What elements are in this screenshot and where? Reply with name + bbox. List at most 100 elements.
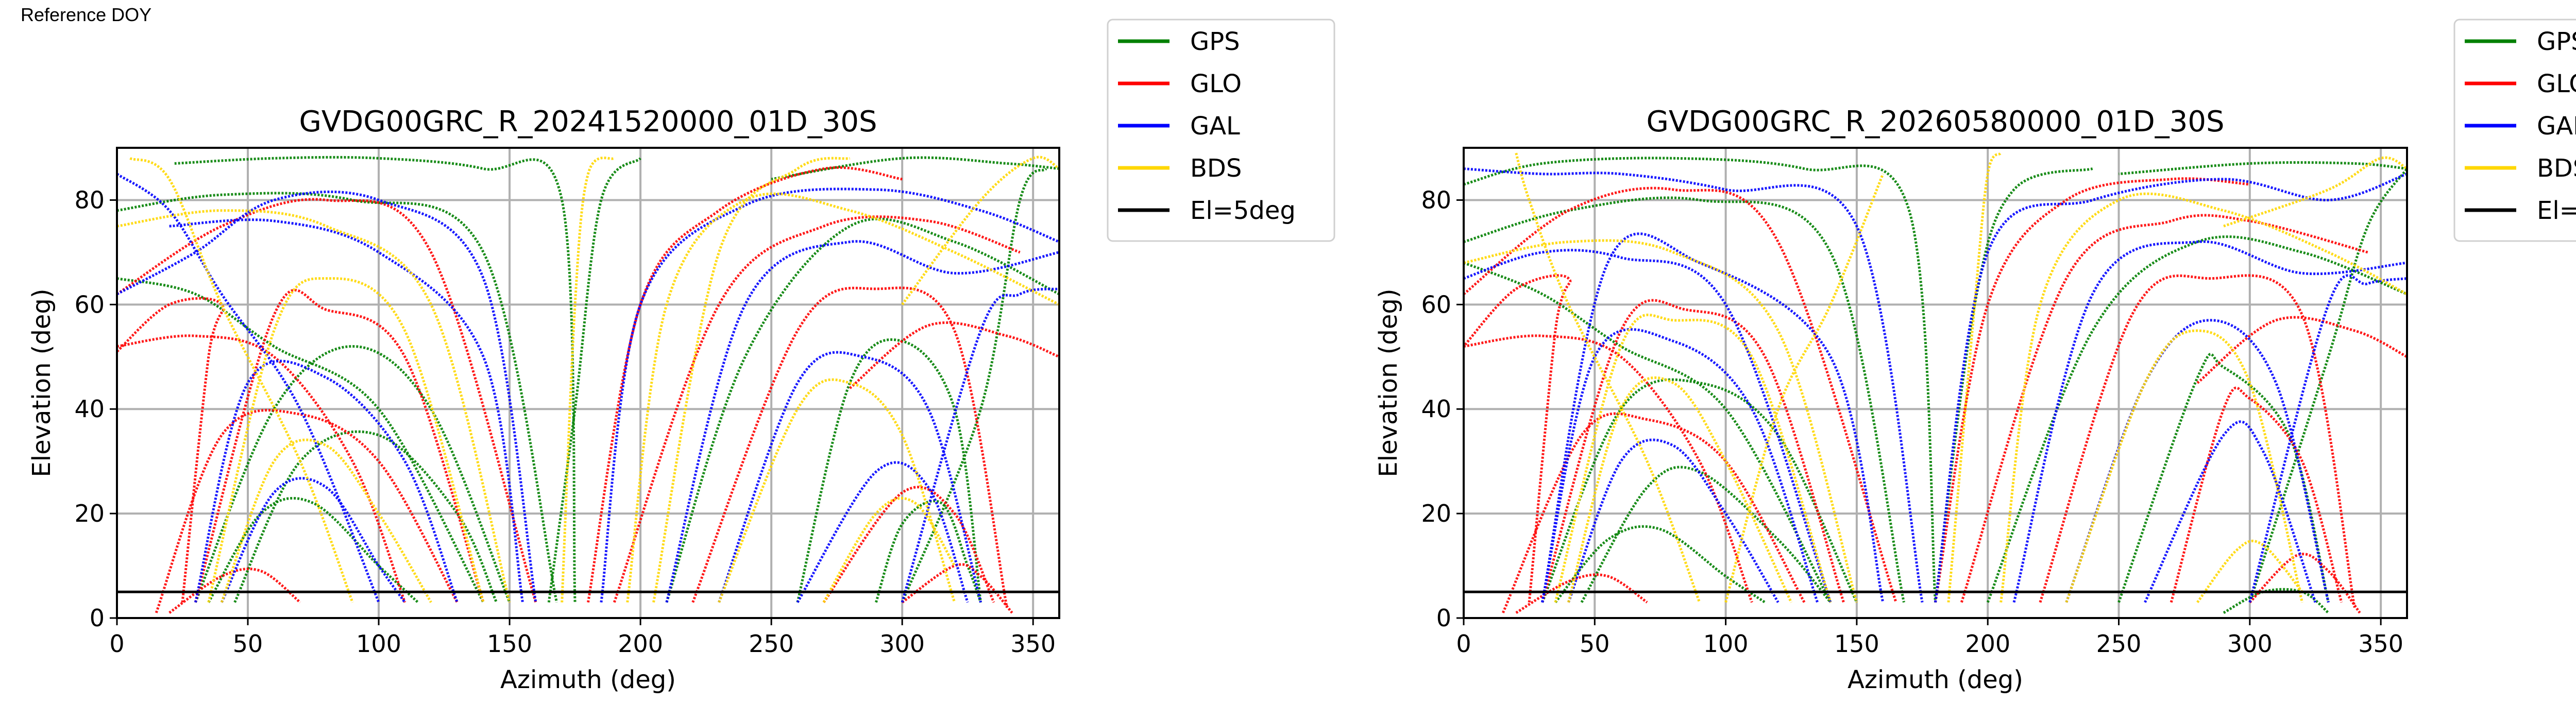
satellite-track-gal [220, 477, 406, 604]
satellite-track-glo [1464, 186, 1897, 603]
satellite-track-gps [1986, 235, 2407, 603]
legend-label: GAL [1190, 112, 1240, 141]
satellite-track-bds [207, 277, 485, 603]
satellite-track-gps [1464, 157, 1937, 603]
satellite-track-glo [901, 563, 1013, 614]
satellite-track-glo [587, 166, 903, 603]
satellite-track-gps [194, 345, 511, 603]
y-tick-label: 40 [74, 395, 105, 423]
satellite-track-gps [2117, 352, 2330, 603]
x-tick-label: 0 [109, 630, 124, 658]
satellite-track-glo [168, 568, 301, 614]
satellite-track-glo [1515, 573, 1648, 614]
satellite-track-glo [1960, 214, 2368, 603]
tracks [117, 156, 1059, 614]
x-tick-label: 50 [1580, 630, 1610, 658]
satellite-track-gal [2144, 420, 2317, 603]
satellite-track-gps [117, 192, 558, 603]
satellite-track-bds [1999, 192, 2407, 603]
satellite-track-gps [1554, 525, 1766, 604]
satellite-track-bds [1947, 152, 2002, 603]
satellite-track-gps [2119, 161, 2407, 176]
y-tick-label: 60 [1421, 290, 1451, 318]
series-gps [1464, 157, 2407, 614]
satellite-track-gps [665, 217, 1059, 603]
satellite-track-gal [1464, 249, 1832, 603]
chart-title: GVDG00GRC_R_20260580000_01D_30S [1646, 105, 2224, 139]
series-bds [117, 156, 1059, 603]
x-tick-label: 350 [1010, 630, 1056, 658]
satellite-track-gps [1464, 261, 1832, 603]
satellite-track-bds [220, 438, 432, 603]
satellite-track-glo [2170, 386, 2343, 603]
satellite-track-gps [1934, 167, 2093, 603]
y-tick-label: 40 [1421, 395, 1451, 423]
satellite-track-glo [1541, 299, 1845, 603]
x-tick-label: 250 [2096, 630, 2142, 658]
chart-panel-1: 0 50 100 150 200 250 300 350 0 20 40 60 80 GVDG00GRC_… [27, 19, 1335, 694]
axes-frame [1463, 147, 2408, 619]
satellite-track-gal [117, 173, 380, 603]
satellite-track-glo [2196, 316, 2407, 384]
y-tick-label: 0 [1436, 604, 1451, 632]
x-tick-label: 300 [879, 630, 925, 658]
legend-label: GAL [2537, 112, 2576, 141]
satellite-track-gal [2012, 240, 2407, 603]
satellite-track-bds [626, 192, 1059, 603]
satellite-track-bds [2065, 329, 2303, 603]
satellite-track-bds [2223, 156, 2407, 228]
x-axis-label: Azimuth (deg) [1848, 665, 2023, 694]
legend-label: BDS [1190, 154, 1242, 183]
x-tick-label: 250 [749, 630, 794, 658]
satellite-track-gps [2248, 168, 2407, 603]
legend-label: GPS [2537, 27, 2576, 56]
x-tick-label: 350 [2358, 630, 2403, 658]
satellite-track-bds [129, 157, 354, 603]
chart-panel-2: 0 50 100 150 200 250 300 350 0 20 40 60 80 GVDG00GRC_… [1374, 19, 2576, 694]
y-tick-label: 80 [74, 186, 105, 214]
series-gal [117, 173, 1059, 604]
legend-label: GLO [2537, 70, 2576, 98]
y-axis-label: Elevation (deg) [27, 288, 56, 477]
series-bds [1464, 152, 2407, 604]
x-tick-label: 200 [1965, 630, 2010, 658]
x-tick-label: 100 [1703, 630, 1749, 658]
satellite-track-bds [117, 209, 511, 603]
satellite-track-bds [561, 157, 615, 603]
satellite-track-gps [547, 157, 641, 603]
satellite-track-glo [1934, 177, 2250, 603]
reference-doy-label: Reference DOY [21, 4, 152, 25]
satellite-track-gps [771, 156, 1059, 181]
satellite-track-gps [2223, 588, 2330, 614]
satellite-track-gps [174, 156, 577, 603]
satellite-track-gal [718, 351, 982, 603]
satellite-track-gal [665, 240, 1059, 603]
satellite-track-gps [874, 500, 982, 603]
satellite-track-gps [1541, 378, 1858, 603]
satellite-track-glo [2039, 274, 2356, 608]
satellite-track-bds [652, 157, 851, 603]
satellite-track-glo [117, 334, 406, 603]
tracks [1464, 152, 2407, 614]
satellite-track-glo [613, 215, 1021, 603]
y-tick-label: 0 [90, 604, 105, 632]
y-tick-label: 80 [1421, 186, 1451, 214]
satellite-track-bds [822, 496, 956, 603]
x-tick-label: 300 [2227, 630, 2273, 658]
satellite-track-gal [169, 218, 524, 603]
satellite-track-gps [796, 338, 982, 603]
satellite-track-gps [117, 277, 485, 603]
satellite-track-bds [718, 378, 956, 603]
satellite-track-glo [2249, 553, 2361, 614]
satellite-track-gps [1464, 196, 1905, 603]
satellite-track-glo [117, 297, 225, 603]
satellite-track-gps [233, 430, 498, 603]
legend-label: El=5deg [1190, 196, 1296, 225]
legend-label: GLO [1190, 70, 1242, 98]
y-tick-label: 20 [1421, 500, 1451, 527]
satellite-track-glo [194, 288, 485, 603]
satellite-track-gal [194, 359, 459, 603]
legend: GPS GLO GAL BDS El=5deg [1107, 19, 1335, 242]
legend-label: El=5deg [2537, 196, 2576, 225]
